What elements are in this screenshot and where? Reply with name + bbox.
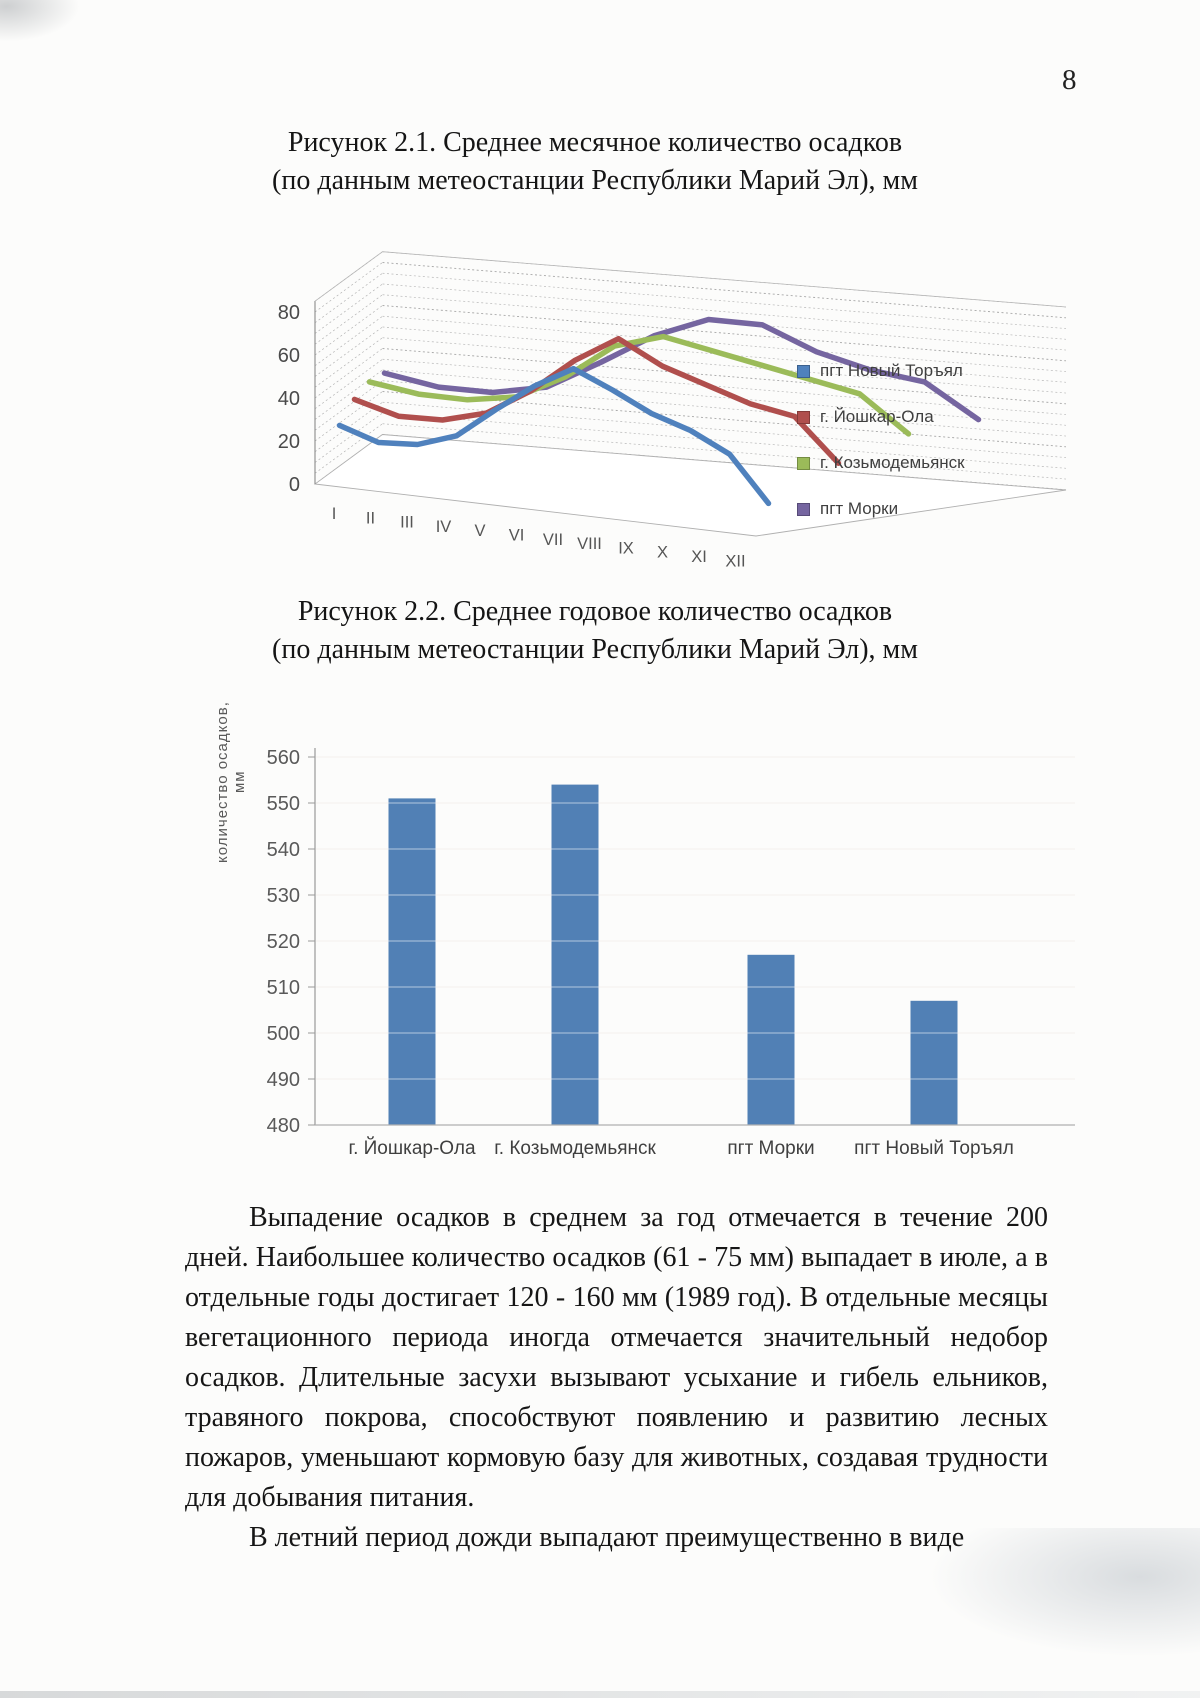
legend-label: пгт Морки xyxy=(820,499,899,518)
wall-gridline-left xyxy=(314,423,383,474)
legend-label: пгт Новый Торъял xyxy=(820,361,963,380)
legend-swatch-icon xyxy=(797,456,810,470)
body-paragraph-1: Выпадение осадков в среднем за год отмеч… xyxy=(185,1202,1048,1513)
series-line-1 xyxy=(336,365,772,507)
figure-2-2-caption: Рисунок 2.2. Среднее годовое количество … xyxy=(150,593,1040,669)
bar-4 xyxy=(910,1000,958,1125)
legend-label: г. Йошкар-Ола xyxy=(820,407,934,426)
x-category-label: пгт Новый Торъял xyxy=(854,1138,1014,1159)
wall-gridline-left xyxy=(314,305,383,356)
category-axis-label: X xyxy=(657,544,668,562)
category-axis-label: II xyxy=(366,509,375,527)
wall-gridline-back xyxy=(382,315,1067,372)
legend-swatch-icon xyxy=(797,410,810,424)
y-tick-label: 480 xyxy=(267,1115,300,1137)
category-axis-label: I xyxy=(332,505,337,523)
wall-gridline-back xyxy=(382,412,1067,469)
figure-2-1-caption-line2: (по данным метеостанции Республики Марий… xyxy=(272,165,918,196)
page-number: 8 xyxy=(1062,64,1077,96)
figure-2-2-chart: 480 490 500 510 520 530 540 550 560 г. Йошкар-Ола… xyxy=(267,747,1075,1159)
wall-gridline-back xyxy=(382,305,1067,362)
category-axis-label: III xyxy=(400,514,414,532)
y-tick-label: 500 xyxy=(267,1023,300,1045)
wall-gridline-back xyxy=(382,369,1067,426)
value-axis-tick-label: 60 xyxy=(278,345,300,367)
wall-gridline-left xyxy=(314,272,383,324)
wall-gridline-back xyxy=(382,348,1067,405)
value-axis-tick-label: 0 xyxy=(289,474,300,496)
scan-edge-bottom xyxy=(0,1691,1200,1698)
series-line-4 xyxy=(381,316,982,423)
figure-2-2-caption-line2: (по данным метеостанции Республики Марий… xyxy=(272,634,918,665)
category-axis-label: IX xyxy=(618,539,634,557)
category-axis-label: VIII xyxy=(577,535,602,553)
wall-gridline-left xyxy=(314,412,383,463)
bar-2 xyxy=(551,784,599,1125)
category-axis-label: XI xyxy=(691,548,707,566)
wall-gridline-back xyxy=(382,262,1067,319)
figure-2-2-caption-line1: Рисунок 2.2. Среднее годовое количество … xyxy=(297,596,893,627)
x-category-label: г. Козьмодемьянск xyxy=(494,1138,656,1159)
y-tick-label: 550 xyxy=(267,793,300,815)
y-tick-label: 530 xyxy=(267,885,300,907)
legend-item-3: г. Козьмодемьянск xyxy=(797,453,965,472)
x-category-label: пгт Морки xyxy=(727,1138,814,1159)
category-axis-label: V xyxy=(474,522,485,540)
wall-gridline-left xyxy=(314,358,383,410)
wall-gridline-back xyxy=(382,337,1067,394)
legend-swatch-icon xyxy=(797,364,810,378)
body-paragraph-2: В летний период дожди выпадают преимущес… xyxy=(249,1522,965,1553)
legend-label: г. Козьмодемьянск xyxy=(820,453,965,472)
y-tick-label: 540 xyxy=(267,839,300,861)
wall-gridline-back xyxy=(382,283,1067,340)
y-tick-label: 510 xyxy=(267,977,300,999)
wall-gridline-left xyxy=(314,369,383,420)
value-axis-tick-label: 20 xyxy=(278,431,300,453)
series-line-2 xyxy=(351,335,842,467)
wall-gridline-left xyxy=(314,283,383,334)
legend-item-4: пгт Морки xyxy=(797,499,965,518)
bar-3 xyxy=(747,954,795,1125)
wall-gridline-back xyxy=(382,358,1067,415)
wall-top-edge xyxy=(314,251,1067,308)
figure-2-1-caption: Рисунок 2.1. Среднее месячное количество… xyxy=(150,124,1040,200)
wall-gridline-left xyxy=(314,348,383,399)
wall-gridline-left xyxy=(314,337,383,388)
series-line-3 xyxy=(366,333,912,437)
category-axis-label: IV xyxy=(436,518,452,536)
wall-gridline-left xyxy=(314,315,383,367)
chart-floor xyxy=(313,434,1067,537)
scan-smudge-top-left xyxy=(0,0,80,42)
figure-2-1-caption-line1: Рисунок 2.1. Среднее месячное количество… xyxy=(287,127,903,158)
wall-gridline-left xyxy=(314,294,383,345)
x-category-label: г. Йошкар-Ола xyxy=(348,1137,475,1159)
category-axis-label: VI xyxy=(509,527,525,545)
category-axis-label: VII xyxy=(543,531,563,549)
value-axis-tick-label: 40 xyxy=(278,388,300,410)
y-tick-label: 560 xyxy=(267,747,300,769)
wall-gridline-left xyxy=(314,391,383,442)
legend-swatch-icon xyxy=(797,502,810,516)
y-tick-label: 520 xyxy=(267,931,300,953)
wall-gridline-left xyxy=(314,262,383,313)
bar-1 xyxy=(388,798,436,1125)
body-text: Выпадение осадков в среднем за год отмеч… xyxy=(185,1198,1048,1558)
legend-item-1: пгт Новый Торъял xyxy=(797,361,965,380)
wall-gridline-back xyxy=(382,272,1067,329)
wall-gridline-left xyxy=(314,326,383,377)
category-axis-label: XII xyxy=(725,552,745,570)
y-tick-label: 490 xyxy=(267,1069,300,1091)
value-axis-tick-label: 80 xyxy=(278,302,300,324)
legend-item-2: г. Йошкар-Ола xyxy=(797,407,965,426)
figure-2-1-legend: пгт Новый Торъял г. Йошкар-Ола г. Козьмоде… xyxy=(797,361,965,546)
scan-smudge-bottom-right xyxy=(900,1528,1200,1668)
wall-gridline-left xyxy=(314,380,383,431)
